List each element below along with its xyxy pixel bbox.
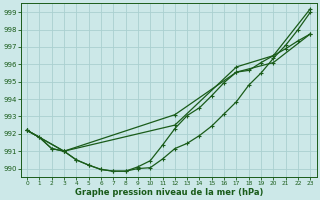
- X-axis label: Graphe pression niveau de la mer (hPa): Graphe pression niveau de la mer (hPa): [75, 188, 263, 197]
